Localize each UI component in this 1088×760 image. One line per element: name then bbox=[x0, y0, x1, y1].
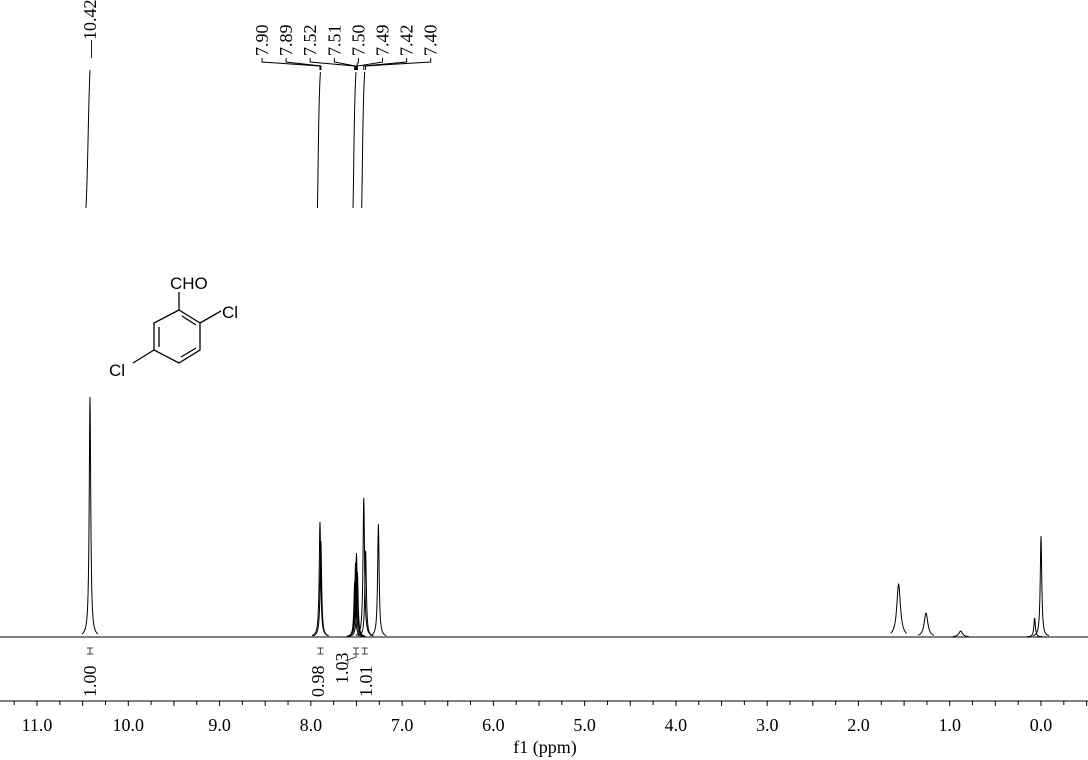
peak-labels: —10.42 7.90 7.89 7.52 7.51 7.50 7.49 7.42 7.40 bbox=[80, 0, 441, 209]
cl-label-right: Cl bbox=[222, 303, 238, 322]
integral-value: 1.01 bbox=[356, 666, 376, 698]
integral-value: 0.98 bbox=[308, 666, 328, 698]
peak-label: 7.50 bbox=[348, 25, 368, 57]
x-tick-label: 7.0 bbox=[391, 715, 414, 735]
integral-bracket bbox=[317, 647, 324, 655]
peak-0 bbox=[1032, 536, 1050, 637]
peak-connector bbox=[363, 58, 408, 70]
peak-10.42 bbox=[81, 396, 99, 635]
x-tick-label: 10.0 bbox=[113, 715, 145, 735]
x-axis: 11.0 10.0 9.0 8.0 7.0 6.0 5.0 4.0 3.0 2.0 1.0 0.0 bbox=[0, 700, 1088, 735]
benzene-ring bbox=[153, 309, 201, 364]
integral-bracket bbox=[86, 647, 93, 655]
x-axis-title: f1 (ppm) bbox=[513, 737, 576, 758]
integral-bracket bbox=[353, 647, 360, 655]
x-tick-label: 0.0 bbox=[1030, 715, 1053, 735]
x-tick-label: 2.0 bbox=[847, 715, 870, 735]
x-tick-label: 5.0 bbox=[573, 715, 596, 735]
peak-1.26 bbox=[917, 612, 935, 636]
integral-value: 1.03 bbox=[332, 653, 352, 685]
peak-7.4 bbox=[357, 550, 374, 637]
peak-label: 7.90 bbox=[252, 25, 272, 57]
peak-connector bbox=[355, 58, 359, 70]
spectrum-trace bbox=[0, 396, 1088, 638]
peak-7.26 bbox=[370, 524, 387, 637]
peak-leader-line bbox=[352, 71, 357, 209]
peak-connector bbox=[261, 58, 321, 70]
peak-connector bbox=[333, 58, 357, 70]
peak-7.42 bbox=[355, 497, 372, 636]
peak-0.88 bbox=[952, 630, 969, 638]
peak-1.56 bbox=[890, 582, 907, 634]
peak-0.07 bbox=[1026, 617, 1043, 638]
peak-label: 7.42 bbox=[397, 25, 417, 57]
ring-double-bond bbox=[180, 347, 197, 358]
cho-label: CHO bbox=[170, 274, 208, 293]
peak-label: 7.89 bbox=[276, 25, 296, 57]
peak-7.89 bbox=[312, 540, 330, 637]
integrals: 1.00 0.98 1.03 1.01 bbox=[80, 647, 376, 698]
peak-label: 7.40 bbox=[421, 25, 441, 57]
peak-label: 7.52 bbox=[300, 25, 320, 57]
integral-value: 1.00 bbox=[80, 666, 100, 698]
peak-label: 7.51 bbox=[324, 25, 344, 57]
x-tick-label: 8.0 bbox=[300, 715, 323, 735]
x-tick-label: 1.0 bbox=[938, 715, 961, 735]
x-tick-label: 6.0 bbox=[482, 715, 505, 735]
peak-connector bbox=[309, 58, 356, 70]
peak-leader-line bbox=[361, 71, 366, 209]
peak-connector bbox=[365, 58, 432, 70]
peak-label: 7.49 bbox=[373, 25, 393, 57]
integral-bracket bbox=[361, 647, 368, 655]
x-tick-label: 11.0 bbox=[22, 715, 53, 735]
peak-connector bbox=[285, 58, 322, 70]
ring-double-bond bbox=[181, 315, 197, 326]
x-tick-label: 9.0 bbox=[208, 715, 231, 735]
x-tick-label: 4.0 bbox=[665, 715, 688, 735]
integral-connector bbox=[347, 654, 357, 664]
peak-7.49 bbox=[349, 572, 366, 637]
x-tick-label: 3.0 bbox=[756, 715, 779, 735]
cl-bond-right bbox=[199, 310, 222, 324]
peak-connector bbox=[356, 58, 383, 70]
peak-leader-line bbox=[316, 71, 321, 209]
peak-leader-line bbox=[85, 69, 91, 209]
cl-bond-left bbox=[132, 349, 155, 364]
molecule-structure bbox=[132, 292, 222, 364]
peak-label: —10.42 bbox=[80, 0, 100, 59]
cl-label-left: Cl bbox=[109, 361, 125, 380]
